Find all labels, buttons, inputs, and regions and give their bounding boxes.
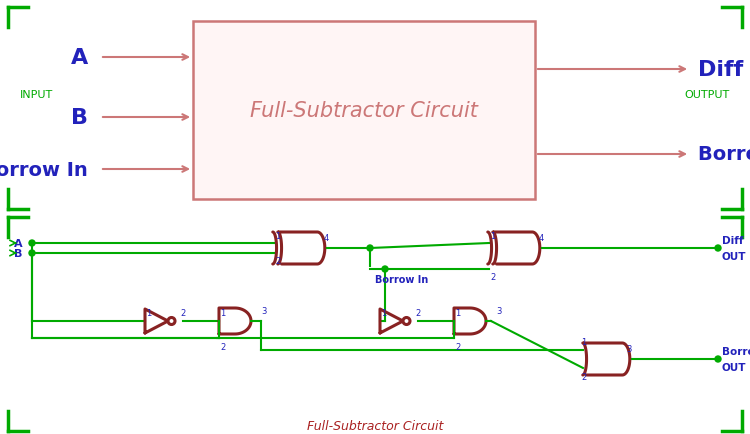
- Text: 1: 1: [220, 308, 225, 317]
- Circle shape: [715, 246, 721, 251]
- Text: 1: 1: [581, 337, 586, 346]
- Text: B: B: [71, 108, 88, 128]
- Circle shape: [29, 240, 35, 247]
- Text: Full-Subtractor Circuit: Full-Subtractor Circuit: [307, 420, 443, 433]
- Text: Borrow In: Borrow In: [0, 160, 88, 179]
- Text: 1: 1: [275, 231, 280, 240]
- Text: 2: 2: [275, 256, 280, 265]
- Text: 2: 2: [581, 372, 586, 381]
- Text: 2: 2: [455, 342, 460, 351]
- Text: 2: 2: [490, 273, 495, 281]
- Text: OUT: OUT: [722, 362, 746, 372]
- Text: 4: 4: [323, 233, 328, 243]
- Text: OUT: OUT: [722, 251, 746, 261]
- Text: 2: 2: [180, 308, 185, 317]
- Text: 1: 1: [381, 308, 386, 317]
- Text: 3: 3: [496, 306, 501, 315]
- Text: Borrow Out: Borrow Out: [698, 145, 750, 164]
- Text: A: A: [70, 48, 88, 68]
- Text: 1: 1: [146, 308, 152, 317]
- Text: 2: 2: [220, 342, 225, 351]
- Text: Diff: Diff: [722, 236, 743, 246]
- Text: Full-Subtractor Circuit: Full-Subtractor Circuit: [250, 101, 478, 121]
- Circle shape: [168, 318, 175, 325]
- Text: OUTPUT: OUTPUT: [685, 90, 730, 100]
- Circle shape: [29, 250, 35, 256]
- Circle shape: [715, 356, 721, 362]
- Circle shape: [403, 318, 410, 325]
- Text: 4: 4: [538, 233, 544, 243]
- Text: B: B: [14, 248, 22, 258]
- Text: 1: 1: [490, 231, 495, 240]
- Text: 1: 1: [455, 308, 460, 317]
- Circle shape: [367, 246, 373, 251]
- Text: Diff: Diff: [698, 60, 743, 80]
- Text: Borrow In: Borrow In: [375, 274, 428, 284]
- Text: A: A: [14, 238, 22, 248]
- Text: 3: 3: [626, 344, 632, 353]
- Text: Borrow: Borrow: [722, 346, 750, 356]
- Circle shape: [382, 266, 388, 273]
- Text: INPUT: INPUT: [20, 90, 53, 100]
- Text: 2: 2: [415, 308, 420, 317]
- FancyBboxPatch shape: [193, 22, 535, 200]
- Text: 3: 3: [261, 306, 266, 315]
